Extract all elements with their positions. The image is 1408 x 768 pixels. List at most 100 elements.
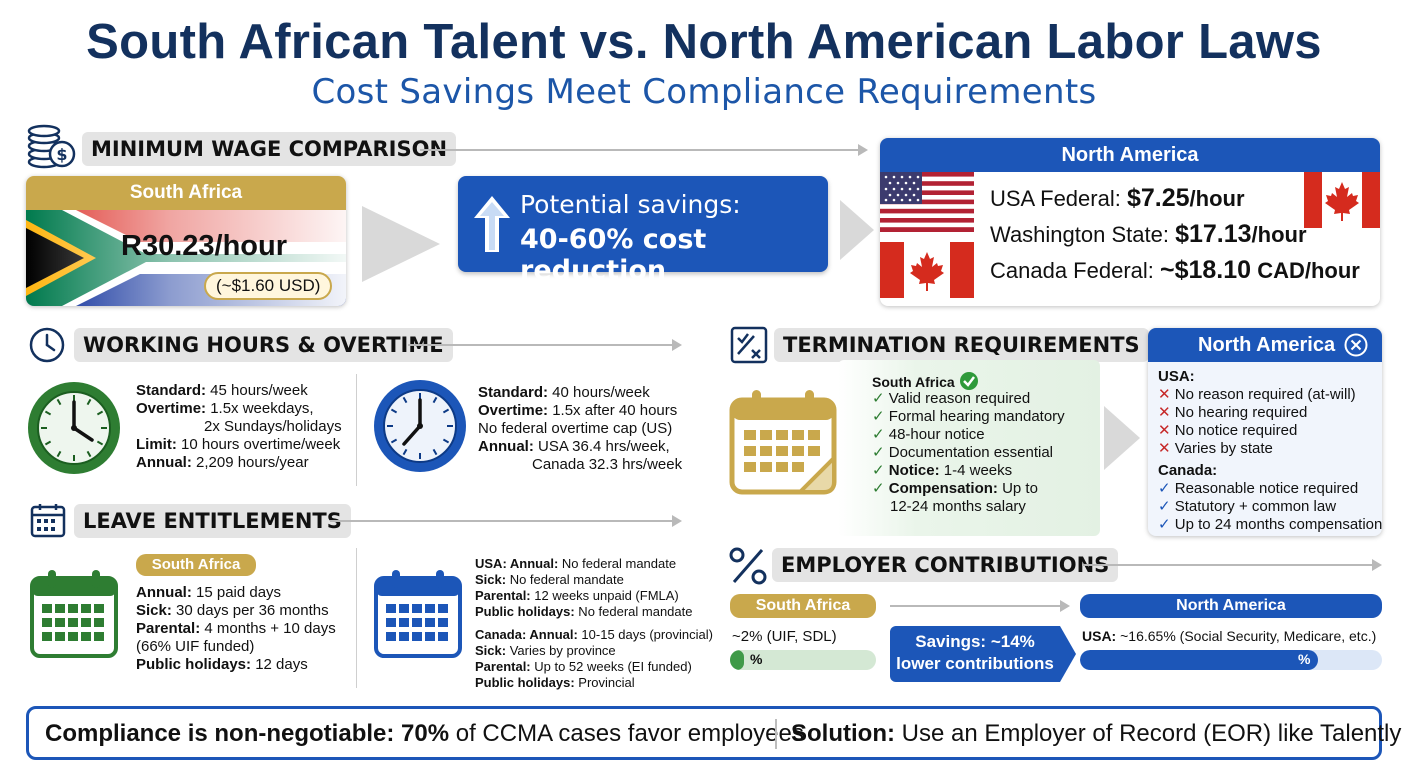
sa-hours-standard: 45 hours/week bbox=[206, 382, 308, 399]
na-termination-header: North America bbox=[1148, 328, 1382, 362]
sa-termination-comp-label: Compensation: bbox=[888, 480, 998, 497]
usa-wage-label: USA Federal: bbox=[990, 186, 1127, 211]
hours-section-title: WORKING HOURS & OVERTIME bbox=[74, 328, 453, 362]
x-icon: ✕ bbox=[1158, 422, 1171, 439]
calendar-icon bbox=[30, 568, 118, 663]
footer-compliance-bold: Compliance is non-negotiable: 70% bbox=[45, 720, 450, 747]
na-termination-usa-item: Varies by state bbox=[1174, 440, 1273, 457]
canada-leave-public: Provincial bbox=[574, 675, 635, 690]
check-icon: ✓ bbox=[872, 444, 885, 461]
clock-icon bbox=[28, 326, 66, 369]
sa-wage-usd: (~$1.60 USD) bbox=[204, 272, 333, 300]
canada-leave-list: Canada: Annual: 10-15 days (provincial) … bbox=[475, 627, 713, 691]
contrib-sa-text: ~2% (UIF, SDL) bbox=[732, 628, 837, 645]
divider bbox=[356, 548, 357, 688]
contrib-connector-arrow bbox=[1082, 559, 1382, 571]
na-termination-canada-label: Canada: bbox=[1158, 462, 1218, 479]
arrow-right-icon bbox=[362, 206, 440, 282]
sa-hours-limit: 10 hours overtime/week bbox=[176, 436, 341, 453]
wa-wage-value: $17.13 bbox=[1175, 220, 1252, 248]
na-hours-list: Standard: 40 hours/week Overtime: 1.5x a… bbox=[478, 384, 682, 474]
canada-flag-icon bbox=[880, 242, 974, 298]
ca-wage-unit: CAD/hour bbox=[1251, 258, 1360, 283]
sa-hours-annual-label: Annual: bbox=[136, 454, 192, 471]
contrib-savings-box: Savings: ~14% lower contributions bbox=[890, 626, 1060, 682]
footer-solution: Solution: Use an Employer of Record (EOR… bbox=[791, 720, 1401, 748]
close-circle-icon bbox=[1344, 333, 1368, 368]
footer-compliance: Compliance is non-negotiable: 70% of CCM… bbox=[45, 720, 804, 748]
sa-termination-item: Documentation essential bbox=[888, 444, 1054, 461]
page-subtitle: Cost Savings Meet Compliance Requirement… bbox=[311, 72, 1097, 112]
hours-connector-arrow bbox=[408, 339, 682, 351]
arrow-right-icon bbox=[840, 200, 874, 260]
na-termination-list: USA: ✕ No reason required (at-will) ✕ No… bbox=[1158, 368, 1382, 534]
wage-connector-arrow bbox=[420, 144, 868, 156]
usa-wage-unit: /hour bbox=[1189, 186, 1245, 211]
check-icon: ✓ bbox=[872, 390, 885, 407]
divider bbox=[356, 374, 357, 486]
usa-wage-row: USA Federal: $7.25/hour bbox=[990, 184, 1245, 213]
contrib-usa-label: USA: bbox=[1082, 628, 1117, 644]
canada-leave-sick-label: Sick: bbox=[475, 643, 507, 658]
wage-section-title: MINIMUM WAGE COMPARISON bbox=[82, 132, 457, 166]
ca-wage-label: Canada Federal: bbox=[990, 258, 1160, 283]
wa-wage-label: Washington State: bbox=[990, 222, 1176, 247]
up-arrow-icon bbox=[472, 194, 512, 259]
sa-wage-header: South Africa bbox=[26, 176, 346, 210]
na-hours-annual2: Canada 32.3 hrs/week bbox=[532, 456, 683, 473]
calendar-icon bbox=[728, 386, 838, 501]
savings-line2: 40-60% cost reduction bbox=[520, 224, 707, 286]
sa-termination-notice: 1-4 weeks bbox=[939, 462, 1013, 479]
svg-text:$: $ bbox=[56, 145, 67, 164]
check-icon: ✓ bbox=[872, 408, 885, 425]
calendar-icon bbox=[30, 502, 66, 543]
clock-icon bbox=[372, 378, 468, 479]
x-icon: ✕ bbox=[1158, 386, 1171, 403]
na-hours-annual-label: Annual: bbox=[478, 438, 534, 455]
usa-flag-icon bbox=[880, 172, 974, 232]
divider bbox=[775, 719, 777, 749]
usa-contrib-progress-label: % bbox=[1298, 651, 1311, 667]
usa-leave-parental: 12 weeks unpaid (FMLA) bbox=[530, 588, 679, 603]
leave-sa-label: South Africa bbox=[136, 554, 256, 576]
contrib-usa-text: ~16.65% (Social Security, Medicare, etc.… bbox=[1116, 628, 1377, 644]
sa-leave-parental-label: Parental: bbox=[136, 620, 201, 637]
canada-leave-parental-label: Parental: bbox=[475, 659, 531, 674]
sa-hours-annual: 2,209 hours/year bbox=[191, 454, 309, 471]
na-termination-usa-item: No notice required bbox=[1174, 422, 1298, 439]
canada-leave-annual-label: Canada: Annual: bbox=[475, 627, 578, 642]
na-wage-card: North America bbox=[880, 138, 1380, 306]
na-hours-standard-label: Standard: bbox=[478, 384, 549, 401]
sa-termination-notice-label: Notice: bbox=[888, 462, 940, 479]
calendar-icon bbox=[374, 568, 462, 663]
sa-contrib-progress-bar: % bbox=[730, 650, 876, 670]
footer-compliance-rest: of CCMA cases favor employees bbox=[449, 720, 804, 747]
na-termination-usa-item: No hearing required bbox=[1174, 404, 1308, 421]
arrow-right-icon bbox=[1104, 406, 1140, 470]
wa-wage-row: Washington State: $17.13/hour bbox=[990, 220, 1307, 249]
check-circle-icon bbox=[959, 371, 979, 394]
sa-termination-label: South Africa bbox=[872, 371, 979, 394]
contrib-savings-line2: lower contributions bbox=[896, 654, 1054, 673]
sa-leave-parental2: (66% UIF funded) bbox=[136, 638, 255, 655]
check-icon: ✓ bbox=[872, 462, 885, 479]
footer-solution-rest: Use an Employer of Record (EOR) like Tal… bbox=[894, 720, 1402, 747]
contrib-connector-arrow bbox=[890, 600, 1070, 612]
na-wage-header: North America bbox=[880, 138, 1380, 172]
usa-leave-parental-label: Parental: bbox=[475, 588, 531, 603]
sa-hours-standard-label: Standard: bbox=[136, 382, 207, 399]
savings-line1: Potential savings: bbox=[520, 190, 741, 219]
x-icon: ✕ bbox=[1158, 404, 1171, 421]
sa-termination-comp1: Up to bbox=[997, 480, 1038, 497]
ca-wage-value: ~$18.10 bbox=[1160, 256, 1252, 284]
contrib-usa-row: USA: ~16.65% (Social Security, Medicare,… bbox=[1082, 628, 1376, 644]
check-icon: ✓ bbox=[1158, 480, 1171, 497]
sa-contrib-progress-label: % bbox=[750, 651, 763, 667]
sa-hours-limit-label: Limit: bbox=[136, 436, 177, 453]
sa-hours-overtime-label: Overtime: bbox=[136, 400, 207, 417]
contrib-savings-line1: Savings: ~14% bbox=[915, 632, 1035, 651]
savings-box: Potential savings: 40-60% cost reduction bbox=[458, 176, 828, 286]
sa-leave-public-label: Public holidays: bbox=[136, 656, 252, 673]
sa-termination-label-text: South Africa bbox=[872, 374, 955, 390]
termination-section-title: TERMINATION REQUIREMENTS bbox=[774, 328, 1149, 362]
